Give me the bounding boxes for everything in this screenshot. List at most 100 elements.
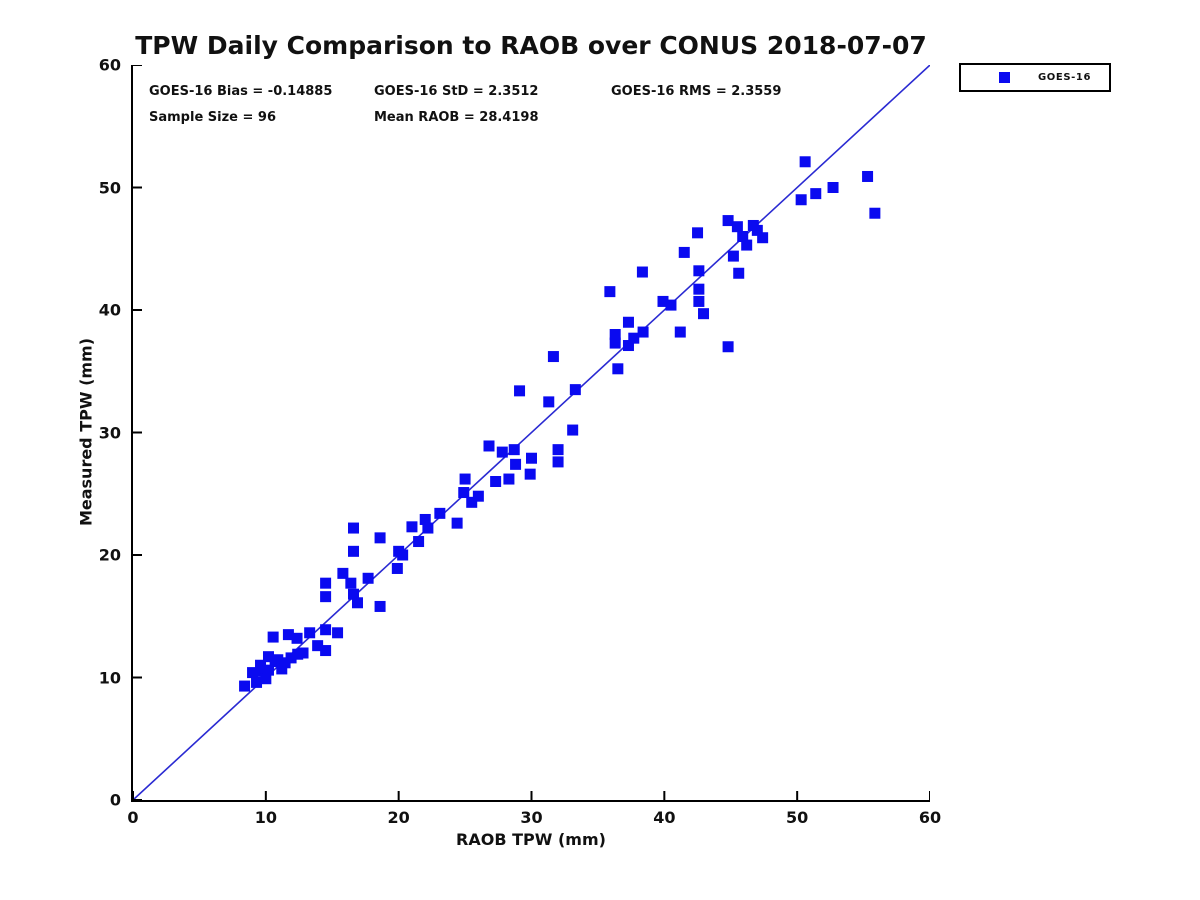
scatter-point [459,473,471,485]
scatter-point [297,647,309,659]
scatter-point [552,444,564,456]
scatter-point [862,170,874,182]
scatter-point [665,299,677,311]
scatter-point [731,221,743,233]
scatter-point [422,522,434,534]
scatter-point [362,572,374,584]
scatter-point [239,680,251,692]
x-tick-label: 20 [387,808,410,827]
scatter-point [552,456,564,468]
scatter-point [332,627,344,639]
scatter-point [320,645,332,657]
scatter-point [279,657,291,669]
plot-area [131,65,930,802]
scatter-point [320,577,332,589]
scatter-point [799,156,811,168]
scatter-point [304,627,316,639]
scatter-point [612,363,624,375]
scatter-point [260,673,272,685]
scatter-point [256,665,268,677]
scatter-point [609,337,621,349]
stat-sample-size: Sample Size = 96 [149,110,277,125]
scatter-point [272,654,284,666]
x-tick-label: 60 [918,808,942,827]
scatter-point [320,624,332,636]
scatter-point [741,239,753,251]
scatter-plot [133,65,930,800]
scatter-point [622,316,634,328]
legend-marker-square-icon [999,72,1010,83]
scatter-point [247,667,259,679]
scatter-point [337,567,349,579]
scatter-point [255,659,267,671]
scatter-point [657,295,669,307]
scatter-point [727,250,739,262]
scatter-point [722,341,734,353]
stat-bias: GOES-16 Bias = -0.14885 [149,84,333,99]
y-tick-label: 0 [109,790,121,810]
x-tick-label: 40 [653,808,676,827]
scatter-point [374,600,386,612]
scatter-point [503,473,515,485]
scatter-point [827,182,839,193]
x-tick-label: 10 [254,808,277,827]
y-tick-label: 20 [98,545,121,565]
scatter-point [510,458,522,470]
scatter-point [276,663,288,675]
scatter-point [262,664,274,676]
scatter-point [547,351,559,363]
scatter-point [693,295,705,307]
scatter-point [622,340,634,352]
stat-rms: GOES-16 RMS = 2.3559 [611,84,782,99]
scatter-point [751,224,763,236]
scatter-point [312,640,324,652]
y-tick-label: 30 [98,423,121,442]
scatter-point [693,265,705,277]
scatter-point [757,232,769,244]
scatter-point [722,215,734,227]
scatter-point [636,266,648,278]
scatter-point [282,629,294,641]
scatter-point [262,651,274,663]
scatter-point [348,545,360,557]
x-axis-label: RAOB TPW (mm) [456,830,606,849]
scatter-point [628,332,640,344]
y-tick-label: 60 [98,55,121,75]
scatter-point [451,517,463,529]
scatter-point [496,446,508,458]
scatter-point [345,577,357,589]
scatter-point [374,532,386,544]
y-tick-label: 40 [98,300,121,320]
chart-title: TPW Daily Comparison to RAOB over CONUS … [135,31,927,60]
x-tick-label: 50 [786,808,809,827]
scatter-point [698,308,710,320]
scatter-point [733,267,745,279]
scatter-point [674,326,686,338]
stat-mean-raob: Mean RAOB = 28.4198 [374,110,539,125]
y-tick-label: 10 [98,668,121,687]
scatter-point [678,246,690,258]
scatter-point [291,632,303,644]
scatter-point [348,588,360,600]
scatter-point [490,476,502,487]
y-axis-label: Measured TPW (mm) [76,337,96,527]
scatter-point [569,384,581,396]
scatter-point [419,513,431,525]
scatter-point [391,562,403,574]
x-tick-label: 30 [520,808,543,827]
scatter-point [472,490,484,502]
scatter-point [320,591,332,603]
scatter-point [458,487,470,499]
scatter-point [413,536,425,548]
scatter-point [483,440,495,452]
scatter-point [609,329,621,340]
scatter-point [869,207,881,219]
scatter-point [285,652,297,664]
scatter-point [251,676,263,688]
scatter-point [466,496,478,508]
stat-std: GOES-16 StD = 2.3512 [374,84,539,99]
scatter-point [692,227,704,239]
x-tick-label: 0 [127,808,139,827]
scatter-point [567,424,579,436]
scatter-point [508,444,520,456]
